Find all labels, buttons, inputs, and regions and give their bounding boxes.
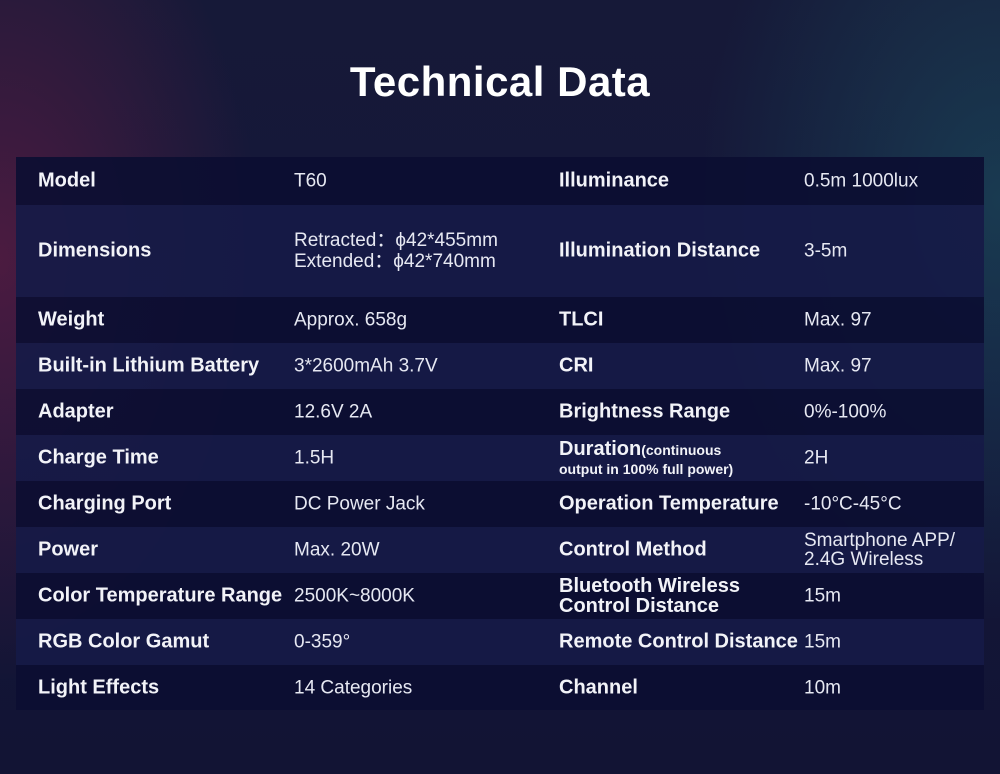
spec-label-note: (continuous bbox=[641, 442, 722, 458]
spec-row: Light Effects 14 Categories Channel 10m bbox=[16, 665, 984, 710]
spec-label: Weight bbox=[38, 308, 105, 331]
spec-value: 14 Categories bbox=[294, 677, 413, 698]
spec-row: Color Temperature Range 2500K~8000K Blue… bbox=[16, 573, 984, 619]
spec-value: 12.6V 2A bbox=[294, 401, 373, 423]
spec-row: Charging Port DC Power Jack Operation Te… bbox=[16, 481, 984, 527]
spec-row: Model T60 Illuminance 0.5m 1000lux bbox=[16, 157, 984, 205]
spec-row: Weight Approx. 658g TLCI Max. 97 bbox=[16, 297, 984, 343]
spec-label: Illumination Distance bbox=[559, 239, 761, 262]
spec-value: 10m bbox=[804, 677, 841, 698]
page-title: Technical Data bbox=[349, 58, 651, 105]
spec-label: Illuminance bbox=[559, 169, 670, 192]
spec-label: Brightness Range bbox=[559, 400, 731, 423]
spec-label-line: Control Distance bbox=[559, 595, 720, 617]
spec-row: Built-in Lithium Battery 3*2600mAh 3.7V … bbox=[16, 343, 984, 389]
spec-value: 15m bbox=[804, 631, 841, 653]
spec-value-line: Extended：ϕ42*740mm bbox=[294, 251, 496, 272]
spec-value: DC Power Jack bbox=[294, 493, 425, 515]
spec-label: Power bbox=[38, 538, 99, 561]
spec-row: Adapter 12.6V 2A Brightness Range 0%-100… bbox=[16, 389, 984, 435]
spec-value: Approx. 658g bbox=[294, 309, 408, 331]
spec-value-line: Retracted：ϕ42*455mm bbox=[294, 230, 498, 251]
spec-label-main: Duration bbox=[559, 438, 642, 460]
spec-label: Bluetooth Wireless Control Distance bbox=[559, 576, 740, 616]
spec-label: Color Temperature Range bbox=[38, 584, 283, 607]
spec-value: Max. 20W bbox=[294, 539, 380, 561]
spec-row: RGB Color Gamut 0-359° Remote Control Di… bbox=[16, 619, 984, 665]
spec-value: 15m bbox=[804, 585, 841, 607]
spec-value: 3*2600mAh 3.7V bbox=[294, 355, 438, 377]
spec-label: Operation Temperature bbox=[559, 492, 779, 515]
spec-value: Max. 97 bbox=[804, 309, 872, 331]
spec-label-line: Bluetooth Wireless bbox=[559, 575, 740, 597]
spec-table: Model T60 Illuminance 0.5m 1000lux Dimen… bbox=[16, 157, 984, 710]
spec-label: Channel bbox=[559, 676, 638, 698]
spec-label: Light Effects bbox=[38, 676, 160, 698]
spec-label: Control Method bbox=[559, 538, 707, 561]
spec-value: 2500K~8000K bbox=[294, 585, 415, 607]
spec-value: Retracted：ϕ42*455mm Extended：ϕ42*740mm bbox=[294, 230, 498, 272]
spec-value: 0%-100% bbox=[804, 401, 887, 423]
spec-value: -10°C-45°C bbox=[804, 493, 902, 515]
spec-label: Duration(continuous output in 100% full p… bbox=[559, 438, 734, 478]
spec-label: Charge Time bbox=[38, 446, 159, 469]
spec-row: Charge Time 1.5H Duration(continuous outp… bbox=[16, 435, 984, 481]
spec-label: Adapter bbox=[38, 400, 114, 423]
spec-value: T60 bbox=[294, 170, 327, 192]
spec-label: Charging Port bbox=[38, 492, 172, 515]
spec-label: TLCI bbox=[559, 308, 604, 331]
spec-row: Dimensions Retracted：ϕ42*455mm Extended：ϕ… bbox=[16, 205, 984, 297]
spec-value: 0-359° bbox=[294, 631, 351, 653]
spec-label: Dimensions bbox=[38, 239, 152, 262]
spec-value: 2H bbox=[804, 447, 829, 469]
spec-label-note: output in 100% full power) bbox=[559, 461, 734, 477]
spec-row: Power Max. 20W Control Method Smartphone… bbox=[16, 527, 984, 573]
spec-label: Remote Control Distance bbox=[559, 630, 798, 653]
spec-label: CRI bbox=[559, 354, 594, 377]
spec-value: 0.5m 1000lux bbox=[804, 170, 919, 192]
spec-label: RGB Color Gamut bbox=[38, 630, 210, 653]
spec-value: 3-5m bbox=[804, 240, 848, 262]
spec-value: Smartphone APP/2.4G Wireless bbox=[804, 531, 955, 569]
spec-value: 1.5H bbox=[294, 447, 335, 469]
spec-label: Built-in Lithium Battery bbox=[38, 354, 260, 377]
spec-value-line: Smartphone APP/ bbox=[804, 530, 956, 551]
spec-label: Model bbox=[38, 169, 96, 192]
spec-value-line: 2.4G Wireless bbox=[804, 549, 924, 570]
spec-value: Max. 97 bbox=[804, 355, 872, 377]
